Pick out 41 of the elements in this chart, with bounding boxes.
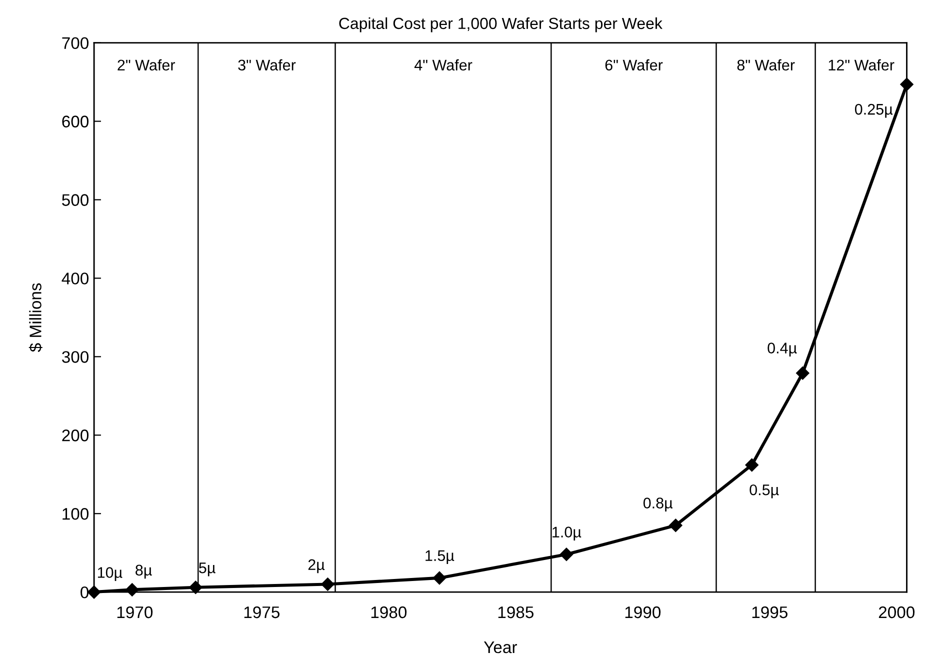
x-tick-label: 1985 — [498, 606, 534, 618]
point — [796, 366, 810, 380]
x-tick-label: 2000 — [878, 606, 915, 618]
y-tick-label: 700 — [62, 37, 89, 50]
point — [432, 571, 446, 585]
point — [745, 458, 758, 472]
band-label: 12" Wafer — [828, 59, 894, 71]
annotation: 0.25µ — [854, 104, 893, 118]
annotation: 1.5µ — [426, 550, 454, 564]
annotation: 0.8µ — [643, 498, 673, 512]
y-tick-label: 600 — [62, 116, 89, 128]
x-tick-label: 1980 — [371, 606, 407, 618]
y-tick-label: 500 — [62, 194, 89, 206]
band-label: 4" Wafer — [414, 59, 472, 71]
x-tick-label: 1970 — [117, 606, 153, 618]
band-label: 3" Wafer — [238, 59, 296, 71]
y-axis-title: $ Millions — [28, 283, 42, 352]
band-label: 6" Wafer — [605, 59, 663, 71]
point — [189, 580, 202, 594]
x-tick-label: 1975 — [244, 606, 280, 618]
annotation: 2µ — [308, 559, 325, 574]
band-label: 8" Wafer — [737, 59, 795, 71]
point — [560, 548, 574, 561]
chart-title: Capital Cost per 1,000 Wafer Starts per Week — [339, 17, 662, 32]
y-tick-label: 0 — [80, 586, 89, 598]
annotation: 10µ — [98, 567, 122, 581]
band-label: 2" Wafer — [118, 59, 176, 71]
y-tick-label: 100 — [62, 508, 89, 520]
x-tick-label: 1995 — [752, 606, 788, 618]
x-tick-label: 1990 — [625, 606, 661, 618]
annotation: 1.0µ — [552, 526, 582, 541]
annotation: 0.5µ — [750, 484, 779, 498]
point — [669, 518, 682, 532]
point — [321, 578, 334, 591]
y-tick-label: 300 — [62, 351, 89, 363]
annotation: 0.4µ — [768, 342, 797, 356]
annotation: 5µ — [199, 562, 216, 576]
y-tick-label: 400 — [62, 272, 89, 284]
y-tick-label: 200 — [62, 430, 89, 442]
x-axis-title: Year — [484, 642, 517, 654]
annotation: 8µ — [136, 564, 152, 579]
